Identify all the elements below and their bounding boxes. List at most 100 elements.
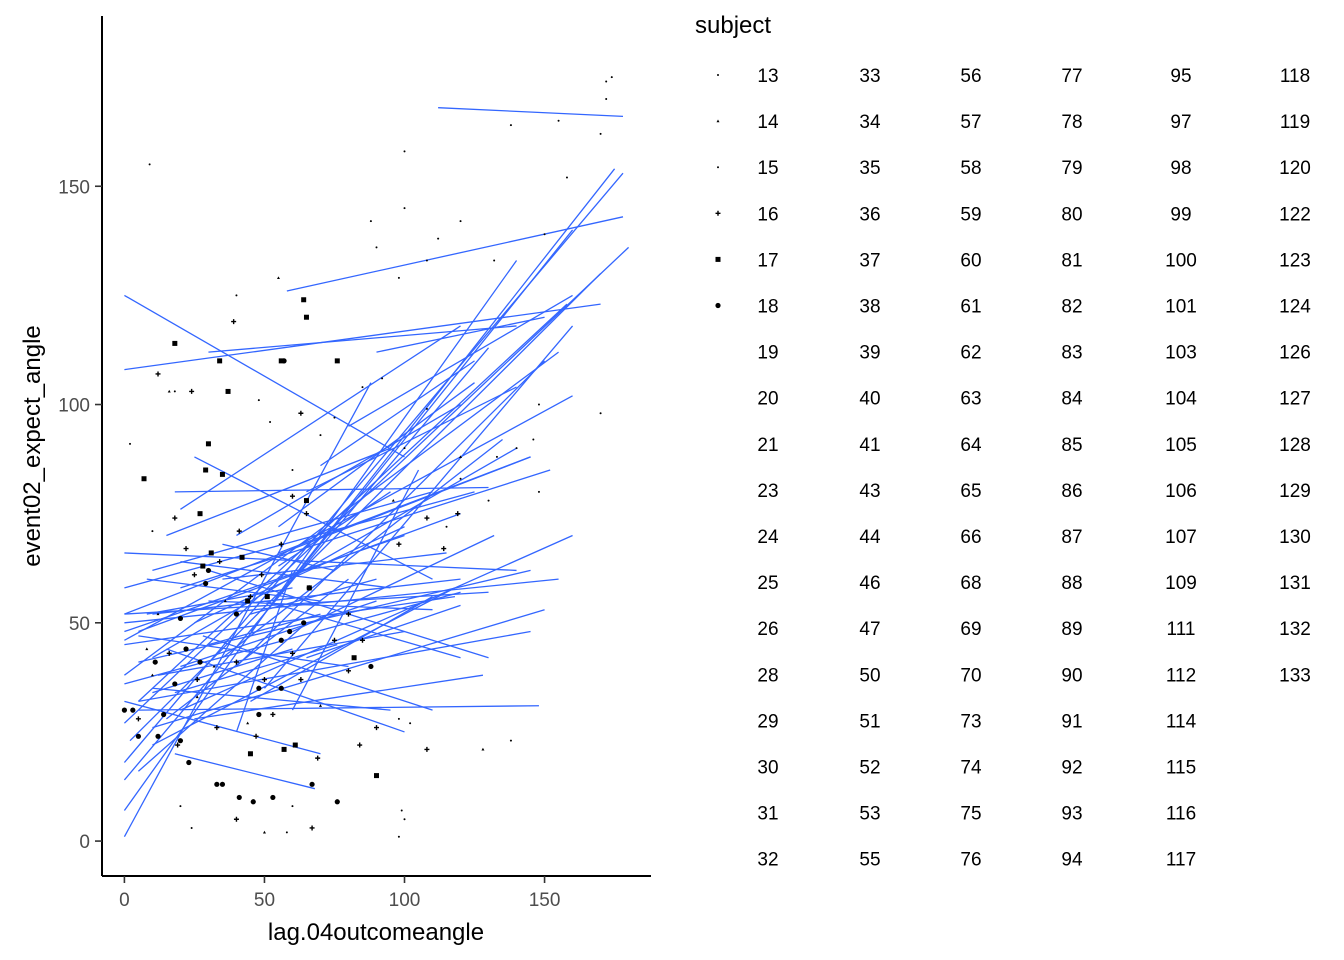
data-point: [208, 550, 214, 556]
data-point: [298, 677, 304, 683]
data-point: [195, 695, 199, 699]
legend-label: 43: [859, 481, 880, 502]
data-point: [425, 407, 428, 410]
legend-label: 69: [960, 619, 981, 640]
trend-line: [124, 591, 461, 685]
data-point: [148, 163, 151, 166]
data-point: [445, 525, 448, 528]
data-point: [357, 742, 363, 748]
data-point: [259, 572, 265, 578]
legend-label: 91: [1061, 711, 1082, 732]
data-point: [253, 733, 259, 739]
data-point: [167, 389, 171, 393]
legend-label: 41: [859, 435, 880, 456]
trend-line: [306, 386, 517, 493]
data-point: [270, 794, 276, 801]
data-point: [247, 594, 253, 600]
legend-label: 118: [1280, 66, 1310, 87]
trend-line: [137, 622, 307, 772]
data-point: [205, 567, 212, 574]
legend-label: 94: [1061, 850, 1083, 871]
y-tick-label: 0: [79, 832, 90, 853]
data-point: [289, 650, 295, 656]
trend-line: [348, 294, 573, 427]
trend-line: [194, 674, 484, 720]
data-point: [152, 659, 158, 665]
data-point: [278, 637, 284, 643]
data-point: [141, 476, 147, 482]
trend-line: [138, 635, 349, 668]
data-point: [245, 598, 251, 604]
data-point: [212, 664, 216, 668]
y-tick-label: 100: [58, 396, 90, 417]
y-tick-label: 50: [69, 614, 90, 635]
legend-label: 132: [1279, 619, 1311, 640]
trend-line: [166, 648, 405, 733]
trend-line: [124, 595, 456, 646]
legend-label: 14: [757, 112, 779, 133]
data-point: [495, 455, 498, 458]
legend-label: 122: [1279, 204, 1311, 225]
data-point: [455, 511, 461, 517]
trend-line: [236, 403, 461, 537]
data-point: [301, 297, 307, 303]
legend-label: 119: [1280, 112, 1310, 133]
data-point: [166, 650, 172, 656]
data-point: [257, 399, 260, 402]
legend-label: 103: [1165, 343, 1197, 364]
legend-label: 58: [960, 158, 981, 179]
legend-label: 93: [1061, 804, 1082, 825]
trend-line: [138, 705, 539, 711]
y-axis-ticks: 0 50 100 150: [58, 177, 102, 853]
legend-label: 126: [1279, 343, 1311, 364]
x-tick-label: 100: [389, 890, 421, 911]
data-point: [278, 358, 284, 364]
data-point: [173, 390, 176, 393]
legend-title: subject: [695, 12, 771, 39]
legend-label: 13: [757, 66, 778, 87]
trend-line: [292, 534, 495, 633]
legend-label: 53: [859, 804, 880, 825]
legend-label: 37: [859, 250, 880, 271]
data-point: [287, 628, 293, 635]
data-point: [161, 711, 167, 718]
legend-label: 60: [960, 250, 981, 271]
data-point: [217, 358, 223, 364]
data-point: [391, 498, 395, 502]
legend-label: 117: [1166, 850, 1196, 871]
data-point: [424, 746, 430, 752]
data-point: [223, 599, 227, 603]
legend-label: 50: [859, 665, 880, 686]
data-point: [276, 276, 280, 280]
legend-label: 77: [1061, 66, 1082, 87]
legend-label: 87: [1061, 527, 1082, 548]
trend-line: [286, 216, 624, 292]
legend-label: 38: [859, 297, 880, 318]
data-point: [459, 477, 462, 480]
legend-label: 29: [757, 711, 778, 732]
trend-line: [138, 569, 531, 663]
legend-label: 80: [1061, 204, 1082, 225]
trend-line: [152, 491, 433, 572]
legend-label: 68: [960, 573, 981, 594]
data-point: [155, 733, 161, 739]
legend-label: 86: [1061, 481, 1082, 502]
data-point: [150, 673, 154, 677]
legend-label: 84: [1061, 389, 1083, 410]
data-point: [493, 259, 496, 262]
legend-key: [715, 256, 721, 262]
data-point: [334, 799, 340, 805]
data-point: [246, 721, 250, 725]
data-point: [203, 467, 209, 473]
data-point: [309, 825, 315, 831]
data-point: [515, 447, 518, 450]
data-point: [262, 830, 266, 834]
legend-key: [715, 302, 721, 309]
data-point: [374, 725, 379, 731]
data-point: [239, 554, 245, 560]
trend-line: [235, 570, 294, 733]
x-tick-label: 0: [119, 890, 130, 911]
trend-line: [123, 246, 630, 724]
trend-line: [263, 325, 574, 689]
